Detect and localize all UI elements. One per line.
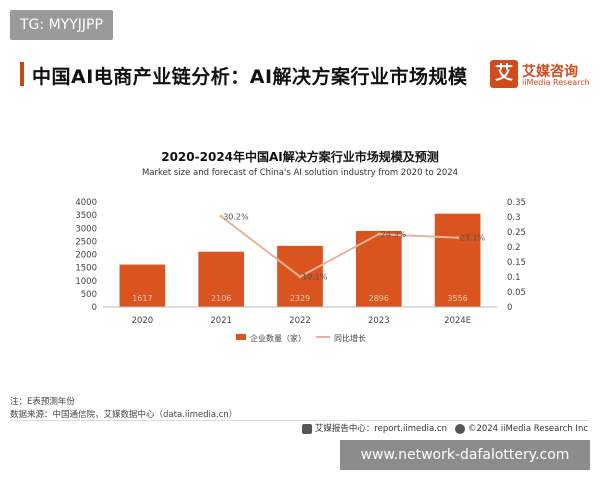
x-tick-label: 2024E [444,316,471,326]
y-right-tick-label: 0.2 [507,243,521,253]
y-right-tick-label: 0.25 [507,228,526,238]
bar-2023 [355,230,402,307]
y-left-tick-label: 1500 [75,264,97,274]
source-tag: TG: MYYJJPP [10,10,113,40]
growth-rate-label: 10.1% [302,273,328,282]
note-estimate: 注：E表预测年份 [10,397,75,407]
x-tick-label: 2023 [368,316,390,326]
chart-subtitle: Market size and forecast of China's AI s… [141,168,459,178]
bar-value-label: 2106 [211,294,231,303]
chart-title: 2020-2024年中国AI解决方案行业市场规模及预测 [161,150,439,164]
copyright-icon [454,423,465,434]
growth-rate-label: 23.1% [460,234,486,243]
y-left-tick-label: 2500 [75,237,97,247]
x-tick-label: 2021 [210,316,232,326]
y-left-tick-label: 0 [92,303,97,313]
footer-copyright: ©2024 iiMedia Research Inc [467,424,588,434]
bar-value-label: 2329 [290,294,310,303]
y-right-tick-label: 0.05 [507,288,526,298]
y-right-tick-label: 0.1 [507,273,521,283]
y-right-tick-label: 0.3 [507,213,521,223]
bar-value-label: 1617 [132,294,152,303]
growth-rate-point [456,236,460,240]
legend-bar-swatch [236,334,246,340]
watermark-banner: www.network-dafalottery.com [340,440,590,470]
combo-chart: 0 500 1000 1500 2000 2500 3000 3500 4000 0 0.05 0.1… [75,198,526,343]
bar-2021 [198,251,245,307]
y-left-tick-label: 3500 [75,211,97,221]
brand-name-en: iiMedia Research [522,78,590,87]
growth-rate-label: 30.2% [223,212,249,221]
y-right-tick-label: 0 [507,303,512,313]
brand-logo: 艾 艾媒咨询 iiMedia Research [490,60,590,90]
x-tick-label: 2022 [289,316,311,326]
y-right-tick-label: 0.35 [507,198,526,208]
y-right-tick-label: 0.15 [507,258,526,268]
y-left-tick-label: 1000 [75,277,97,287]
note-source: 数据来源：中国通信院，艾媒数据中心（data.iimedia.cn） [10,410,238,420]
page-title: 中国AI电商产业链分析：AI解决方案行业市场规模 [32,66,468,88]
growth-rate-point [219,214,223,218]
x-tick-label: 2020 [132,316,154,326]
growth-rate-point [377,232,381,236]
report-center-icon [301,423,312,434]
brand-name-cn: 艾媒咨询 [522,64,578,80]
y-left-tick-label: 2000 [75,251,97,261]
title-accent-bar [20,62,24,86]
footer-report-link[interactable]: 艾媒报告中心：report.iimedia.cn [314,424,447,434]
notes: 注：E表预测年份 数据来源：中国通信院，艾媒数据中心（data.iimedia.… [10,396,237,422]
brand-mark-icon: 艾 [490,60,518,88]
y-left-tick-label: 500 [81,290,97,300]
y-left-tick-label: 4000 [75,198,97,208]
bar-2024E [434,213,481,307]
growth-rate-line [220,215,458,278]
y-left-tick-label: 3000 [75,224,97,234]
footer-divider [10,420,590,421]
bar-value-label: 2896 [369,294,389,303]
legend-line-label: 同比增长 [334,333,366,343]
legend-bar-label: 企业数量（家） [250,333,306,343]
bar-2020 [119,264,166,307]
growth-rate-label: 24.3% [381,230,407,239]
footer: 艾媒报告中心：report.iimedia.cn ©2024 iiMedia Re… [301,422,588,434]
bar-value-label: 3556 [447,294,467,303]
growth-rate-point [298,275,302,279]
